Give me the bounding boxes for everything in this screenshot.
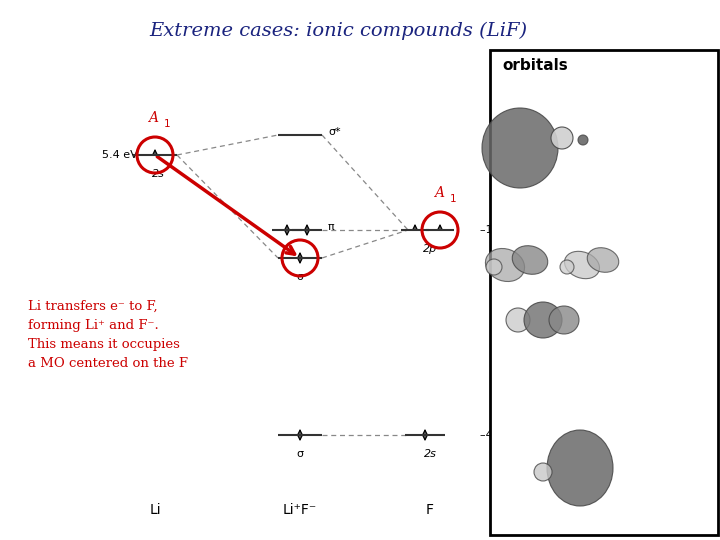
Bar — [490, 50, 718, 535]
Text: σ: σ — [297, 449, 304, 459]
Text: 2s: 2s — [152, 169, 164, 179]
Text: A: A — [148, 111, 158, 125]
Ellipse shape — [560, 260, 574, 274]
Text: Li transfers e⁻ to F,
forming Li⁺ and F⁻.
This means it occupies
a MO centered o: Li transfers e⁻ to F, forming Li⁺ and F⁻… — [28, 300, 188, 370]
Text: Li⁺F⁻: Li⁺F⁻ — [283, 503, 317, 517]
Ellipse shape — [482, 108, 558, 188]
Ellipse shape — [506, 308, 530, 332]
Text: Li: Li — [149, 503, 161, 517]
Text: π: π — [328, 222, 335, 232]
Text: 1: 1 — [164, 119, 171, 129]
Ellipse shape — [486, 259, 502, 275]
Text: 1: 1 — [450, 194, 456, 204]
Ellipse shape — [547, 430, 613, 506]
Text: 2p: 2p — [423, 244, 437, 254]
Text: σ*: σ* — [328, 127, 341, 137]
Text: A: A — [434, 186, 444, 200]
Ellipse shape — [512, 246, 548, 274]
Ellipse shape — [549, 306, 579, 334]
Text: F: F — [426, 503, 434, 517]
Text: –18.7 eV: –18.7 eV — [480, 225, 528, 235]
Ellipse shape — [578, 135, 588, 145]
Ellipse shape — [564, 251, 600, 279]
Text: orbitals: orbitals — [502, 58, 568, 73]
Text: σ: σ — [297, 272, 304, 282]
Text: 5.4 eV: 5.4 eV — [102, 150, 138, 160]
Text: Extreme cases: ionic compounds (LiF): Extreme cases: ionic compounds (LiF) — [149, 22, 528, 40]
Text: 2s: 2s — [423, 449, 436, 459]
Text: –40.2 eV: –40.2 eV — [480, 430, 528, 440]
Ellipse shape — [534, 463, 552, 481]
Ellipse shape — [551, 127, 573, 149]
Ellipse shape — [588, 248, 618, 272]
Ellipse shape — [485, 248, 525, 281]
Ellipse shape — [524, 302, 562, 338]
